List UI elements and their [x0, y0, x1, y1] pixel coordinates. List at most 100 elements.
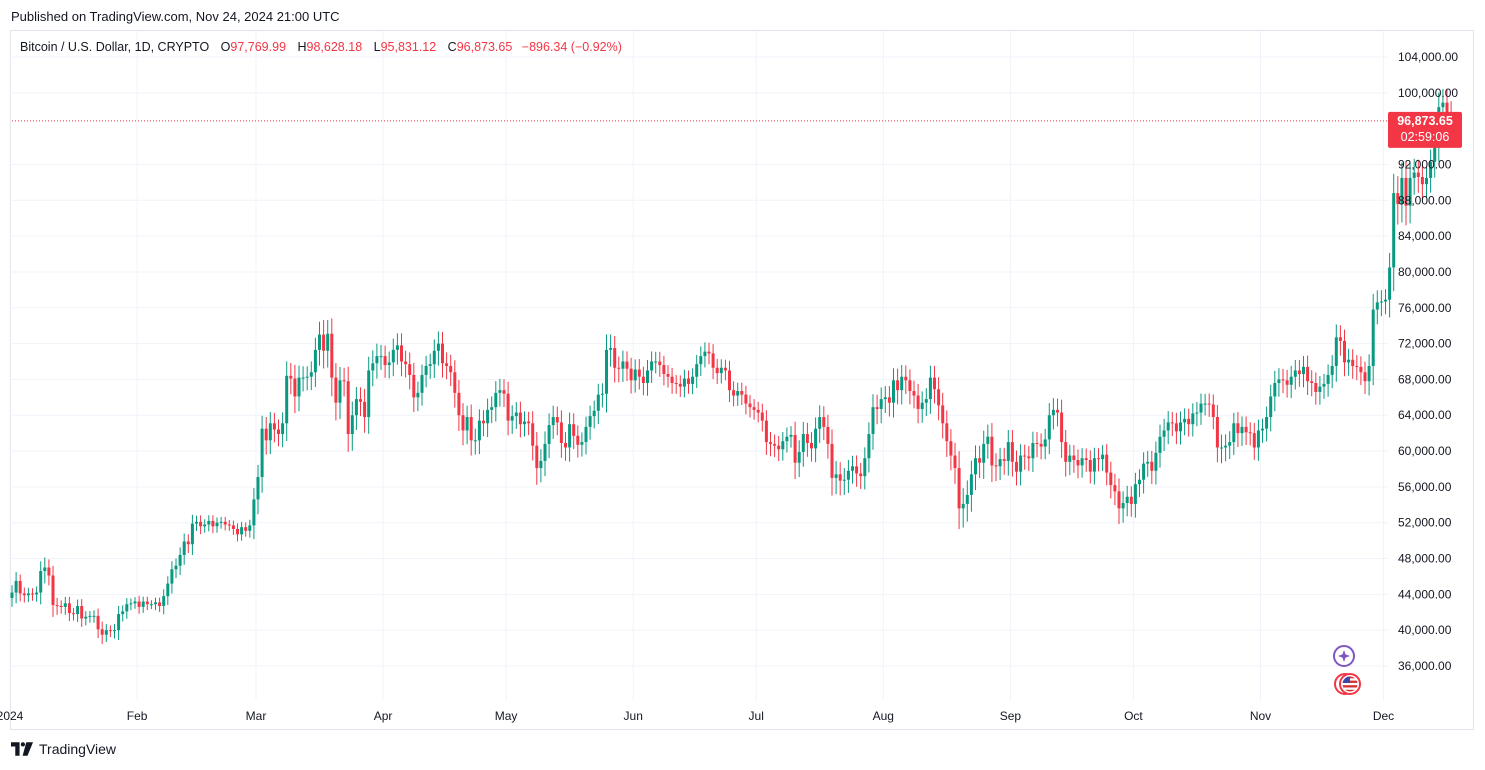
- candle: [924, 388, 928, 416]
- tradingview-logo-icon: [11, 742, 33, 756]
- candle-body: [559, 422, 563, 443]
- candle-body: [514, 412, 518, 417]
- candle-body: [1412, 172, 1416, 178]
- footer-brand[interactable]: TradingView: [11, 741, 116, 757]
- y-tick-label: 44,000.00: [1398, 587, 1452, 601]
- candle: [1408, 163, 1412, 224]
- candle-body: [871, 407, 875, 435]
- candle: [1359, 356, 1363, 386]
- x-tick-label: Apr: [374, 709, 393, 723]
- candle: [1256, 419, 1260, 461]
- candle: [1211, 394, 1215, 430]
- y-tick-label: 80,000.00: [1398, 265, 1452, 279]
- candle: [281, 412, 285, 448]
- price-axis: 36,000.00 40,000.00 44,000.00 48,000.00 52,0…: [1398, 50, 1458, 673]
- candle: [1367, 354, 1371, 396]
- candle: [285, 361, 289, 442]
- candle: [1133, 472, 1137, 518]
- sparkle-icon[interactable]: [1333, 645, 1355, 667]
- candle-body: [248, 525, 252, 531]
- candle-body: [461, 415, 465, 431]
- candle: [1006, 430, 1010, 476]
- candle-body: [1261, 428, 1264, 431]
- legend-low-value: 95,831.12: [380, 40, 437, 54]
- candle: [1396, 176, 1400, 225]
- candle-body: [240, 527, 244, 535]
- candle: [797, 440, 801, 477]
- candle: [1035, 432, 1039, 458]
- candle: [1224, 434, 1228, 462]
- legend-change: −896.34 (−0.92%): [521, 40, 622, 54]
- candle: [1191, 403, 1195, 437]
- candle: [305, 366, 309, 391]
- candle: [408, 352, 412, 390]
- candle: [502, 379, 506, 408]
- candle-body: [39, 571, 43, 593]
- candle: [211, 515, 215, 534]
- candle: [1010, 430, 1014, 477]
- candle: [379, 344, 383, 370]
- candle-body: [1425, 177, 1428, 185]
- candle-body: [207, 520, 211, 525]
- candle-body: [769, 442, 772, 444]
- x-tick-label: Feb: [127, 709, 148, 723]
- legend-close-label: C: [447, 40, 457, 54]
- candle: [297, 365, 301, 412]
- candle-body: [43, 567, 47, 572]
- candle: [908, 369, 912, 405]
- candle: [814, 417, 818, 463]
- candle: [395, 333, 399, 365]
- candle: [260, 415, 264, 493]
- candle-body: [84, 616, 88, 619]
- candle: [559, 410, 563, 458]
- candle: [617, 356, 621, 383]
- y-tick-label: 40,000.00: [1398, 623, 1452, 637]
- candle-body: [518, 412, 522, 425]
- candle-body: [748, 403, 752, 408]
- candle: [916, 383, 920, 424]
- candle-body: [260, 428, 264, 478]
- candle-body: [887, 397, 891, 403]
- candle-body: [637, 369, 641, 377]
- candle: [121, 605, 125, 622]
- x-tick-label: Dec: [1373, 709, 1394, 723]
- candle: [1281, 368, 1285, 394]
- candle-body: [436, 343, 440, 351]
- candle: [318, 321, 321, 366]
- candle: [887, 386, 891, 417]
- candle: [182, 533, 186, 565]
- candle: [272, 412, 276, 443]
- candle-body: [1359, 366, 1363, 373]
- candle-body: [117, 614, 121, 631]
- y-tick-label: 104,000.00: [1398, 50, 1458, 64]
- candle: [240, 521, 244, 541]
- candle: [1215, 404, 1219, 463]
- candle-body: [670, 376, 674, 383]
- candle-body: [682, 378, 686, 387]
- candle-body: [219, 521, 223, 523]
- candle-body: [1265, 417, 1269, 429]
- candle-body: [154, 602, 157, 605]
- candle: [1347, 348, 1351, 376]
- y-tick-label: 64,000.00: [1398, 408, 1452, 422]
- candle: [436, 331, 440, 366]
- candle: [1056, 398, 1059, 427]
- candle: [592, 400, 596, 429]
- us-flag-events-icon[interactable]: [1334, 673, 1361, 695]
- y-tick-label: 100,000.00: [1398, 86, 1458, 100]
- x-tick-label: Mar: [246, 709, 267, 723]
- candle: [1265, 406, 1269, 442]
- candle: [43, 557, 47, 584]
- candle-body: [822, 417, 826, 427]
- candle-body: [190, 523, 194, 545]
- candle-body: [1326, 374, 1330, 384]
- candle-body: [1408, 177, 1412, 206]
- candle: [1322, 373, 1326, 399]
- candle: [842, 468, 846, 495]
- candle-body: [1010, 442, 1014, 462]
- candle: [1097, 448, 1100, 472]
- candle: [309, 361, 313, 391]
- candle-body: [781, 441, 785, 450]
- candle-body: [482, 420, 485, 424]
